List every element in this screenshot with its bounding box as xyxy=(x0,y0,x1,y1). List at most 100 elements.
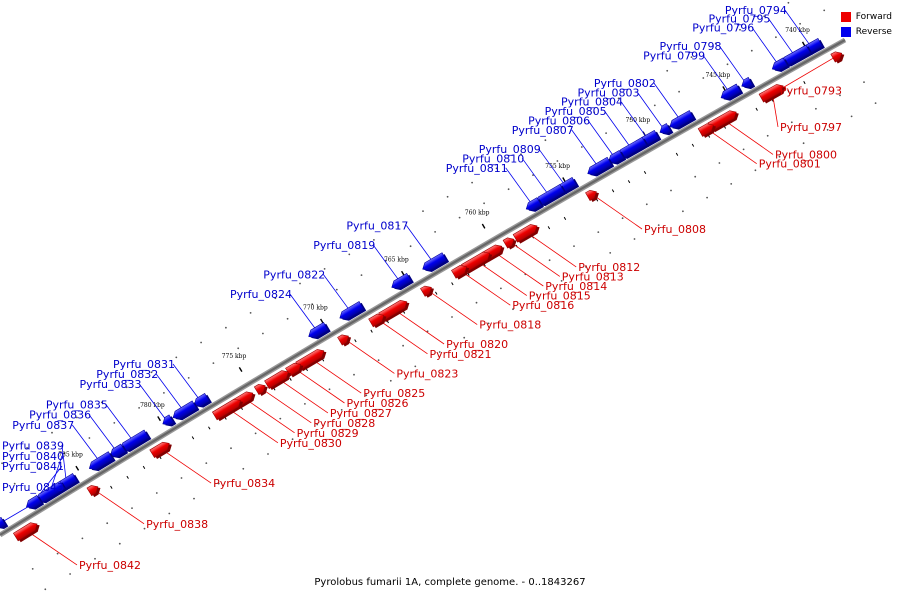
gene-arrow-pyrfu_0802[interactable] xyxy=(668,110,697,133)
gene-arrow-pyrfu_0807[interactable] xyxy=(586,156,615,180)
gene-label-pyrfu_0835[interactable]: Pyrfu_0835 xyxy=(46,399,108,412)
gene-label-pyrfu_0821[interactable]: Pyrfu_0821 xyxy=(430,348,492,361)
gene-label-pyrfu_0838[interactable]: Pyrfu_0838 xyxy=(146,518,208,531)
gene-arrow-pyrfu_0808[interactable] xyxy=(585,187,602,203)
gene-label-pyrfu_0800[interactable]: Pyrfu_0800 xyxy=(775,148,837,161)
gene-label-pyrfu_0808[interactable]: Pyrfu_0808 xyxy=(644,223,706,236)
gene-arrow-body xyxy=(451,265,468,279)
gene-label-pyrfu_0823[interactable]: Pyrfu_0823 xyxy=(396,367,458,380)
gene-arrow-pyrfu_0837[interactable] xyxy=(87,451,116,475)
gene-label-pyrfu_0806[interactable]: Pyrfu_0806 xyxy=(528,115,590,128)
gene-label-pyrfu_0814[interactable]: Pyrfu_0814 xyxy=(545,280,607,293)
gene-label-pyrfu_0795[interactable]: Pyrfu_0795 xyxy=(709,13,771,26)
gene-arrow-pyrfu_0811[interactable] xyxy=(524,197,544,215)
gene-leader-line xyxy=(172,363,201,402)
gene-arrow-pyrfu_0821[interactable] xyxy=(368,311,389,329)
gene-arrow-pyrfu_0812[interactable] xyxy=(512,221,542,244)
gene-label-pyrfu_0807[interactable]: Pyrfu_0807 xyxy=(512,124,574,137)
gene-label-pyrfu_0843[interactable]: Pyrfu_0843 xyxy=(2,481,64,494)
gene-label-pyrfu_0802[interactable]: Pyrfu_0802 xyxy=(594,77,656,90)
gene-label-pyrfu_0820[interactable]: Pyrfu_0820 xyxy=(446,338,508,351)
gene-label-pyrfu_0826[interactable]: Pyrfu_0826 xyxy=(347,397,409,410)
gene-label-pyrfu_0842[interactable]: Pyrfu_0842 xyxy=(79,559,141,572)
gene-label-pyrfu_0818[interactable]: Pyrfu_0818 xyxy=(479,319,541,332)
gene-label-pyrfu_0825[interactable]: Pyrfu_0825 xyxy=(363,387,425,400)
backbone-core xyxy=(0,39,846,536)
gene-arrow-pyrfu_0841[interactable] xyxy=(24,494,45,513)
gene-label-pyrfu_0794[interactable]: Pyrfu_0794 xyxy=(725,4,787,17)
gene-arrow-pyrfu_0813[interactable] xyxy=(502,235,519,251)
gene-label-pyrfu_0836[interactable]: Pyrfu_0836 xyxy=(29,409,91,422)
gene-arrow-pyrfu_0824[interactable] xyxy=(306,322,331,343)
gene-label-pyrfu_0805[interactable]: Pyrfu_0805 xyxy=(545,105,607,118)
gene-label-pyrfu_0810[interactable]: Pyrfu_0810 xyxy=(462,152,524,165)
gene-label-pyrfu_0803[interactable]: Pyrfu_0803 xyxy=(578,86,640,99)
grid-dot xyxy=(44,588,47,591)
scale-tick xyxy=(75,465,80,471)
gene-label-pyrfu_0819[interactable]: Pyrfu_0819 xyxy=(313,239,375,252)
grid-dot xyxy=(569,125,571,128)
gene-label-pyrfu_0798[interactable]: Pyrfu_0798 xyxy=(660,40,722,53)
gene-arrow-pyrfu_0822[interactable] xyxy=(338,301,367,324)
grid-dot xyxy=(1,462,3,465)
gene-label-pyrfu_0811[interactable]: Pyrfu_0811 xyxy=(446,162,508,175)
gene-label-pyrfu_0830[interactable]: Pyrfu_0830 xyxy=(280,437,342,450)
gene-arrow-pyrfu_0833[interactable] xyxy=(160,414,177,430)
gene-arrow-pyrfu_0823[interactable] xyxy=(337,332,354,348)
gene-arrow-pyrfu_0817[interactable] xyxy=(420,252,450,275)
gene-label-pyrfu_0812[interactable]: Pyrfu_0812 xyxy=(578,261,640,274)
gene-leader-line xyxy=(521,158,550,197)
gene-label-pyrfu_0801[interactable]: Pyrfu_0801 xyxy=(759,158,821,171)
gene-label-pyrfu_0797[interactable]: Pyrfu_0797 xyxy=(780,121,842,134)
scale-minor-tick xyxy=(451,282,454,286)
gene-label-pyrfu_0822[interactable]: Pyrfu_0822 xyxy=(263,268,325,281)
gene-arrow-pyrfu_0832[interactable] xyxy=(171,400,200,424)
gene-label-pyrfu_0834[interactable]: Pyrfu_0834 xyxy=(213,477,275,490)
gene-arrow-pyrfu_0834[interactable] xyxy=(149,439,174,460)
gene-arrow-pyrfu_0843[interactable] xyxy=(0,516,9,533)
gene-label-pyrfu_0832[interactable]: Pyrfu_0832 xyxy=(96,368,158,381)
gene-arrow-pyrfu_0801[interactable] xyxy=(697,120,718,138)
gene-label-pyrfu_0841[interactable]: Pyrfu_0841 xyxy=(2,460,64,473)
gene-arrow-pyrfu_0830[interactable] xyxy=(212,396,245,422)
gene-arrow-pyrfu_0836[interactable] xyxy=(108,443,129,461)
gene-label-pyrfu_0816[interactable]: Pyrfu_0816 xyxy=(512,299,574,312)
grid-dot xyxy=(629,118,632,121)
gene-arrow-pyrfu_0827[interactable] xyxy=(264,367,294,390)
gene-arrow-pyrfu_0842[interactable] xyxy=(12,519,42,543)
gene-label-pyrfu_0831[interactable]: Pyrfu_0831 xyxy=(113,358,175,371)
gene-label-pyrfu_0796[interactable]: Pyrfu_0796 xyxy=(692,22,754,35)
gene-label-pyrfu_0833[interactable]: Pyrfu_0833 xyxy=(80,378,142,391)
gene-label-pyrfu_0804[interactable]: Pyrfu_0804 xyxy=(561,96,623,109)
gene-label-pyrfu_0813[interactable]: Pyrfu_0813 xyxy=(562,270,624,283)
grid-dot xyxy=(225,326,227,329)
gene-leader-line xyxy=(244,397,295,434)
gene-label-pyrfu_0827[interactable]: Pyrfu_0827 xyxy=(330,407,392,420)
gene-arrow-pyrfu_0828[interactable] xyxy=(253,381,270,397)
gene-arrow-pyrfu_0796[interactable] xyxy=(770,57,791,75)
gene-arrow-pyrfu_0831[interactable] xyxy=(192,392,212,411)
gene-arrow-pyrfu_0799[interactable] xyxy=(719,83,744,104)
gene-arrow-pyrfu_0797[interactable] xyxy=(758,81,788,104)
grid-dot xyxy=(323,268,326,270)
gene-arrow-pyrfu_0803[interactable] xyxy=(658,123,674,139)
gene-leader-line xyxy=(322,274,351,312)
gene-label-pyrfu_0839[interactable]: Pyrfu_0839 xyxy=(2,440,64,453)
gene-label-pyrfu_0840[interactable]: Pyrfu_0840 xyxy=(2,450,64,463)
gene-label-pyrfu_0829[interactable]: Pyrfu_0829 xyxy=(297,427,359,440)
gene-label-pyrfu_0824[interactable]: Pyrfu_0824 xyxy=(230,288,292,301)
gene-label-pyrfu_0817[interactable]: Pyrfu_0817 xyxy=(346,220,408,233)
gene-label-pyrfu_0799[interactable]: Pyrfu_0799 xyxy=(643,49,705,62)
gene-arrow-pyrfu_0838[interactable] xyxy=(86,482,103,498)
gene-label-pyrfu_0828[interactable]: Pyrfu_0828 xyxy=(313,417,375,430)
gene-label-pyrfu_0793[interactable]: Pyrfu_0793 xyxy=(780,85,842,98)
gene-arrow-pyrfu_0819[interactable] xyxy=(389,272,414,294)
gene-arrow-pyrfu_0816[interactable] xyxy=(451,262,471,280)
grid-dot xyxy=(187,377,190,379)
gene-label-pyrfu_0809[interactable]: Pyrfu_0809 xyxy=(479,143,541,156)
gene-label-pyrfu_0815[interactable]: Pyrfu_0815 xyxy=(529,290,591,303)
gene-arrow-pyrfu_0818[interactable] xyxy=(420,283,437,299)
gene-arrow-pyrfu_0793[interactable] xyxy=(830,49,847,65)
gene-label-pyrfu_0837[interactable]: Pyrfu_0837 xyxy=(12,419,74,432)
gene-arrow-pyrfu_0798[interactable] xyxy=(740,76,756,93)
